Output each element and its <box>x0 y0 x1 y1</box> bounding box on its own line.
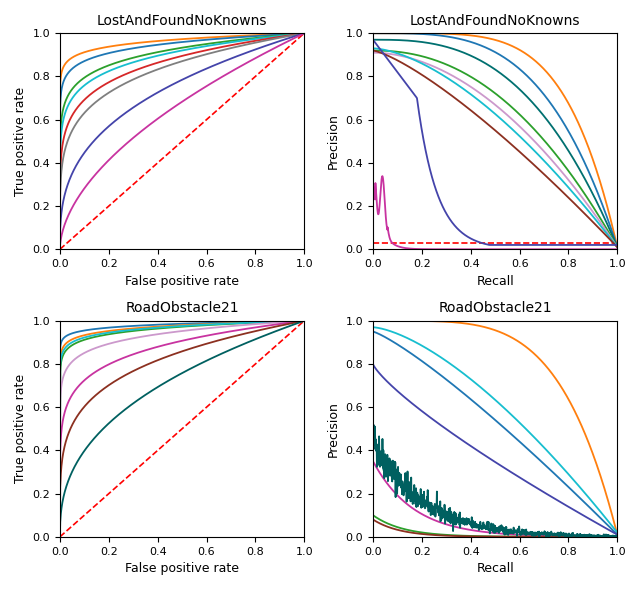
X-axis label: False positive rate: False positive rate <box>125 562 239 575</box>
Y-axis label: True positive rate: True positive rate <box>14 87 27 196</box>
Title: LostAndFoundNoKnowns: LostAndFoundNoKnowns <box>97 14 268 28</box>
Title: RoadObstacle21: RoadObstacle21 <box>438 302 552 316</box>
X-axis label: Recall: Recall <box>476 274 514 287</box>
Y-axis label: Precision: Precision <box>327 401 340 456</box>
Y-axis label: True positive rate: True positive rate <box>14 374 27 484</box>
Title: LostAndFoundNoKnowns: LostAndFoundNoKnowns <box>410 14 580 28</box>
X-axis label: Recall: Recall <box>476 562 514 575</box>
X-axis label: False positive rate: False positive rate <box>125 274 239 287</box>
Title: RoadObstacle21: RoadObstacle21 <box>125 302 239 316</box>
Y-axis label: Precision: Precision <box>327 113 340 169</box>
